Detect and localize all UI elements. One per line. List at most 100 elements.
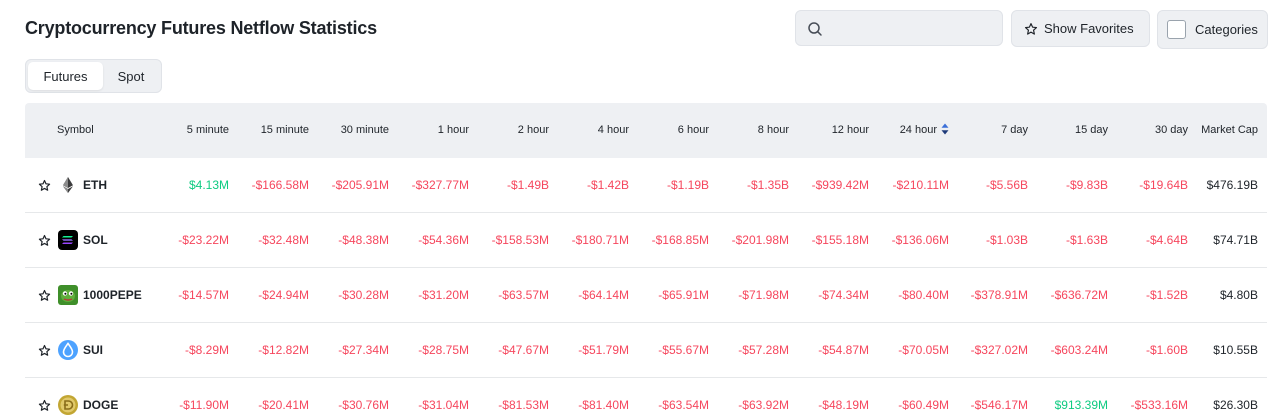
column-header-8-hour[interactable]: 8 hour: [757, 124, 789, 136]
page-title: Cryptocurrency Futures Netflow Statistic…: [25, 18, 377, 38]
netflow-value: -$32.48M: [258, 233, 309, 247]
netflow-value: -$48.38M: [338, 233, 389, 247]
show-favorites-label: Show Favorites: [1044, 21, 1134, 36]
tab-futures[interactable]: Futures: [28, 62, 103, 90]
netflow-value: -$70.05M: [898, 343, 949, 357]
symbol-label[interactable]: 1000PEPE: [83, 288, 142, 302]
netflow-value: -$60.49M: [898, 398, 949, 412]
netflow-table: Symbol 5 minute 15 minute 30 minute 1 ho…: [25, 103, 1267, 419]
netflow-value: -$65.91M: [658, 288, 709, 302]
sort-icon[interactable]: [941, 123, 949, 135]
netflow-value: -$63.54M: [658, 398, 709, 412]
symbol-label[interactable]: SOL: [83, 233, 108, 247]
netflow-value: -$1.60B: [1145, 343, 1188, 357]
netflow-value: -$166.58M: [251, 178, 309, 192]
market-cap-value: $26.30B: [1213, 398, 1258, 412]
column-header-market-cap[interactable]: Market Cap: [1201, 124, 1258, 136]
column-header-12-hour[interactable]: 12 hour: [831, 124, 869, 136]
column-header-30-minute[interactable]: 30 minute: [340, 124, 389, 136]
netflow-value: -$20.41M: [258, 398, 309, 412]
table-body: ETH $4.13M -$166.58M -$205.91M -$327.77M -$1.…: [25, 158, 1267, 419]
column-header-24-hour[interactable]: 24 hour: [900, 103, 949, 158]
symbol-label[interactable]: DOGE: [83, 398, 119, 412]
market-cap-value: $10.55B: [1213, 343, 1258, 357]
netflow-value: -$57.28M: [738, 343, 789, 357]
netflow-value: -$155.18M: [811, 233, 869, 247]
table-header: Symbol 5 minute 15 minute 30 minute 1 ho…: [25, 103, 1267, 158]
netflow-value: -$12.82M: [258, 343, 309, 357]
search-box[interactable]: [795, 10, 1003, 46]
netflow-value: -$74.34M: [818, 288, 869, 302]
categories-checkbox[interactable]: [1167, 20, 1186, 39]
netflow-value: $4.13M: [188, 178, 229, 192]
favorite-star-icon[interactable]: [38, 399, 51, 412]
doge-icon: [58, 395, 78, 415]
column-header-15-minute[interactable]: 15 minute: [260, 124, 309, 136]
star-icon: [1024, 22, 1038, 35]
netflow-value: -$31.20M: [418, 288, 469, 302]
netflow-value: -$27.34M: [338, 343, 389, 357]
netflow-value: -$9.83B: [1065, 178, 1108, 192]
netflow-value: -$11.90M: [179, 398, 229, 412]
netflow-value: -$636.72M: [1050, 288, 1108, 302]
market-cap-value: $476.19B: [1206, 178, 1258, 192]
market-cap-value: $74.71B: [1213, 233, 1258, 247]
column-header-15-day[interactable]: 15 day: [1074, 124, 1108, 136]
netflow-value: -$48.19M: [818, 398, 869, 412]
netflow-value: -$63.57M: [498, 288, 549, 302]
netflow-value: -$31.04M: [418, 398, 469, 412]
table-row[interactable]: DOGE -$11.90M -$20.41M -$30.76M -$31.04M -$81…: [25, 378, 1267, 419]
favorite-star-icon[interactable]: [38, 289, 51, 302]
favorite-star-icon[interactable]: [38, 234, 51, 247]
netflow-value: -$54.36M: [418, 233, 469, 247]
netflow-value: -$5.56B: [985, 178, 1028, 192]
table-row[interactable]: 1000PEPE -$14.57M -$24.94M -$30.28M -$31.20M…: [25, 268, 1267, 323]
netflow-value: -$201.98M: [731, 233, 789, 247]
column-header-symbol: Symbol: [57, 124, 94, 136]
netflow-value: -$28.75M: [418, 343, 469, 357]
netflow-value: -$30.76M: [338, 398, 389, 412]
column-header-30-day[interactable]: 30 day: [1154, 124, 1188, 136]
search-input[interactable]: [830, 17, 994, 41]
favorite-star-icon[interactable]: [38, 179, 51, 192]
categories-label: Categories: [1195, 22, 1258, 37]
column-header-7-day[interactable]: 7 day: [1001, 124, 1028, 136]
favorite-star-icon[interactable]: [38, 344, 51, 357]
netflow-value: -$327.77M: [411, 178, 469, 192]
table-row[interactable]: SUI -$8.29M -$12.82M -$27.34M -$28.75M -$47.6…: [25, 323, 1267, 378]
table-row[interactable]: ETH $4.13M -$166.58M -$205.91M -$327.77M -$1.…: [25, 158, 1267, 213]
column-header-1-hour[interactable]: 1 hour: [437, 124, 469, 136]
netflow-value: -$158.53M: [491, 233, 549, 247]
netflow-value: -$1.42B: [586, 178, 629, 192]
netflow-value: -$1.19B: [666, 178, 709, 192]
netflow-value: -$205.91M: [331, 178, 389, 192]
tab-spot[interactable]: Spot: [117, 68, 145, 84]
column-header-5-minute[interactable]: 5 minute: [186, 124, 229, 136]
netflow-value: -$1.52B: [1145, 288, 1188, 302]
symbol-label[interactable]: SUI: [83, 343, 104, 357]
symbol-label[interactable]: ETH: [83, 178, 107, 192]
netflow-value: $913.39M: [1054, 398, 1108, 412]
column-header-6-hour[interactable]: 6 hour: [677, 124, 709, 136]
netflow-value: -$327.02M: [970, 343, 1028, 357]
market-cap-value: $4.80B: [1219, 288, 1258, 302]
column-header-4-hour[interactable]: 4 hour: [597, 124, 629, 136]
netflow-value: -$51.79M: [578, 343, 629, 357]
netflow-value: -$533.16M: [1130, 398, 1188, 412]
netflow-value: -$210.11M: [892, 178, 949, 192]
netflow-value: -$603.24M: [1050, 343, 1108, 357]
netflow-value: -$4.64B: [1145, 233, 1188, 247]
show-favorites-button[interactable]: Show Favorites: [1011, 10, 1150, 47]
netflow-value: -$23.22M: [178, 233, 229, 247]
sol-icon: [58, 230, 78, 250]
netflow-value: -$180.71M: [571, 233, 629, 247]
netflow-value: -$1.03B: [985, 233, 1028, 247]
netflow-value: -$63.92M: [738, 398, 789, 412]
table-row[interactable]: SOL -$23.22M -$32.48M -$48.38M -$54.36M -$158…: [25, 213, 1267, 268]
netflow-value: -$168.85M: [651, 233, 709, 247]
netflow-value: -$1.63B: [1065, 233, 1108, 247]
netflow-value: -$546.17M: [970, 398, 1028, 412]
column-header-2-hour[interactable]: 2 hour: [517, 124, 549, 136]
netflow-value: -$30.28M: [338, 288, 389, 302]
categories-button[interactable]: Categories: [1157, 10, 1268, 49]
